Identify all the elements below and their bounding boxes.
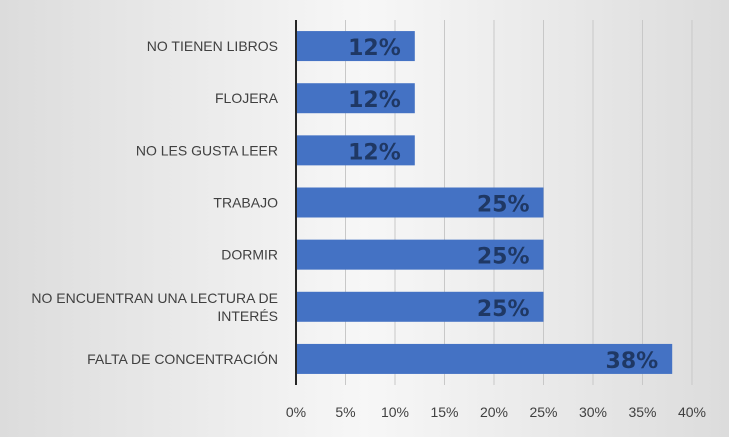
data-label: 12% — [348, 140, 401, 165]
bar — [296, 343, 673, 374]
data-label: 12% — [348, 88, 401, 113]
x-tick-labels: 0% 5% 10% 15% 20% 25% 30% 35% 40% — [286, 404, 706, 420]
data-label: 12% — [348, 36, 401, 61]
bar — [296, 31, 415, 62]
data-label: 25% — [477, 297, 530, 322]
bar — [296, 83, 415, 114]
category-label: NO TIENEN LIBROS — [147, 38, 278, 54]
x-tick-label: 15% — [430, 404, 458, 420]
bar — [296, 187, 544, 218]
category-label: FLOJERA — [215, 90, 279, 106]
x-tick-label: 30% — [579, 404, 607, 420]
category-label: FALTA DE CONCENTRACIÓN — [87, 351, 278, 367]
x-tick-label: 5% — [335, 404, 355, 420]
category-label: NO ENCUENTRAN UNA LECTURA DE INTERÉS — [31, 290, 278, 324]
bar — [296, 291, 544, 322]
data-labels: 12% 12% 12% 25% 25% 25% 38% — [348, 36, 658, 374]
category-label: TRABAJO — [213, 195, 278, 211]
bars — [296, 31, 673, 374]
bar — [296, 135, 415, 166]
data-label: 25% — [477, 193, 530, 218]
category-label: NO LES GUSTA LEER — [136, 142, 278, 158]
x-tick-label: 40% — [678, 404, 706, 420]
category-labels: NO TIENEN LIBROS FLOJERA NO LES GUSTA LEER… — [31, 38, 278, 367]
bar — [296, 239, 544, 270]
x-tick-label: 20% — [480, 404, 508, 420]
x-tick-label: 10% — [381, 404, 409, 420]
x-tick-label: 25% — [529, 404, 557, 420]
data-label: 38% — [606, 349, 659, 374]
x-tick-label: 35% — [628, 404, 656, 420]
data-label: 25% — [477, 245, 530, 270]
x-tick-label: 0% — [286, 404, 306, 420]
category-label: DORMIR — [221, 247, 278, 263]
